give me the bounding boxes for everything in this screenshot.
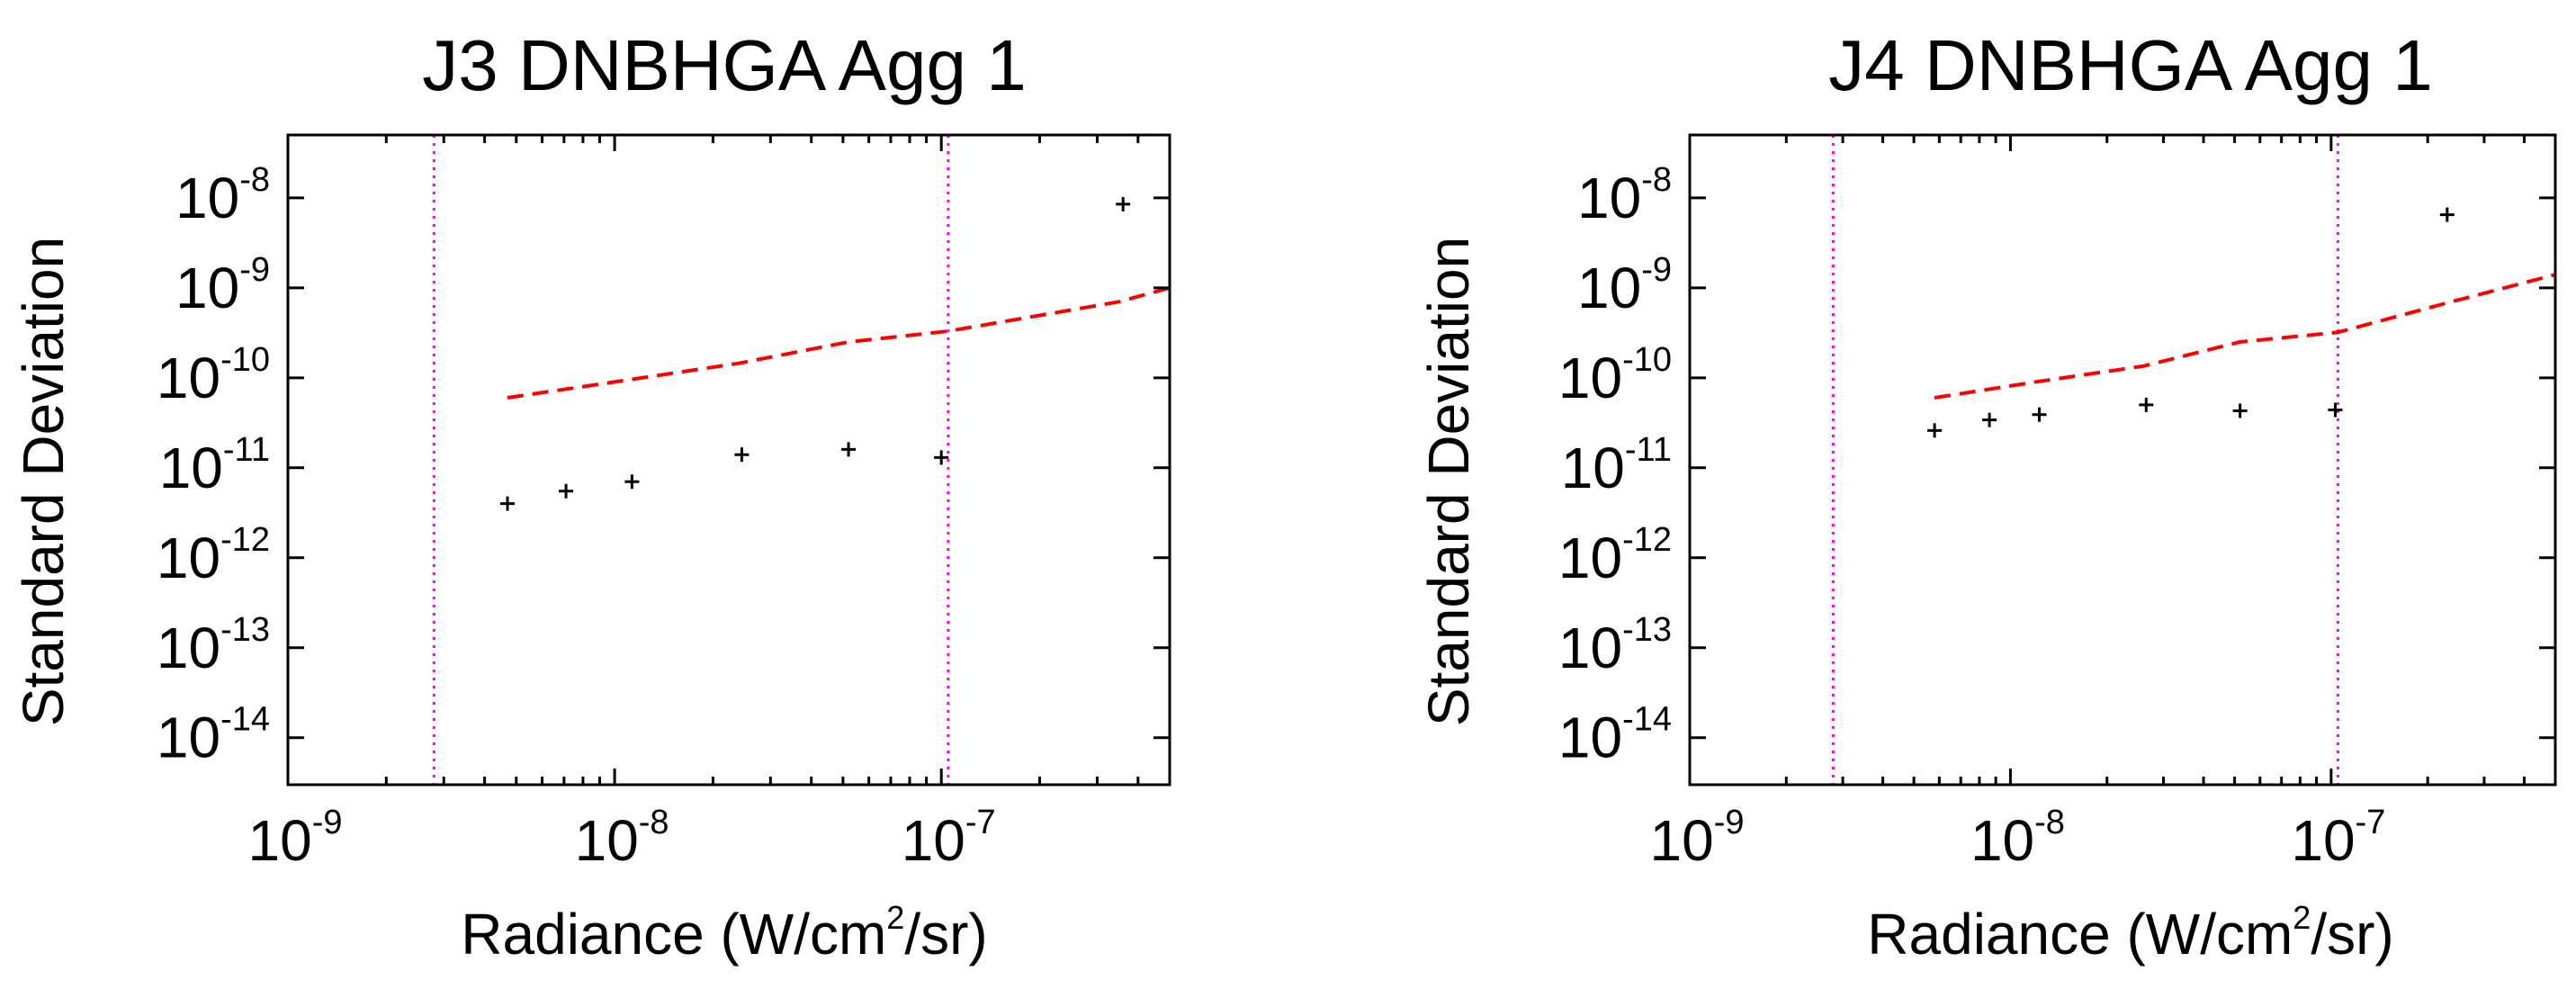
- x-axis-label-main: Radiance (W/cm: [461, 902, 886, 967]
- y-tick-label: 10-12: [1558, 521, 1672, 590]
- data-point: [734, 447, 749, 463]
- x-tick-label: 10-8: [575, 804, 669, 873]
- plot-frame: [286, 133, 1171, 787]
- y-tick-label: 10-8: [1577, 161, 1672, 230]
- y-tick-label: 10-10: [157, 341, 270, 410]
- y-tick-label: 10-8: [175, 161, 270, 230]
- x-axis-label-superscript: 2: [2293, 899, 2311, 936]
- x-tick-label: 10-9: [248, 804, 343, 873]
- x-tick-label: 10-9: [1650, 804, 1745, 873]
- y-tick-label: 10-11: [159, 431, 270, 500]
- chart-title: J3 DNBHGA Agg 1: [422, 25, 1026, 105]
- fit-line: [507, 285, 1170, 400]
- x-tick-label: 10-8: [1970, 804, 2065, 873]
- threshold-lines: [1831, 135, 2339, 785]
- data-point: [2232, 403, 2248, 418]
- tick-labels: 10-9 10-8 10-7 10-14 10-13 10-12 10-11 10-10 10-…: [1558, 161, 2385, 873]
- data-point: [841, 442, 857, 457]
- fit-line: [1934, 273, 2555, 400]
- data-point: [500, 496, 516, 511]
- y-tick-label: 10-13: [157, 611, 270, 680]
- x-axis-label: Radiance (W/cm2/sr): [461, 899, 987, 967]
- y-tick-label: 10-13: [1558, 611, 1672, 680]
- data-points: [500, 196, 1131, 511]
- data-point: [2139, 397, 2154, 412]
- data-point: [2328, 402, 2343, 418]
- x-axis-label-tail: /sr): [2311, 902, 2393, 967]
- y-axis-label: Standard Deviation: [11, 237, 76, 726]
- chart-title: J4 DNBHGA Agg 1: [1828, 25, 2432, 105]
- fit-lines: [1934, 273, 2555, 400]
- tick-labels: 10-9 10-8 10-7 10-14 10-13 10-12 10-11 10-10 10-…: [157, 161, 996, 873]
- data-points: [1927, 207, 2455, 438]
- data-point: [1927, 423, 1943, 438]
- x-axis-label: Radiance (W/cm2/sr): [1867, 899, 2393, 967]
- y-tick-label: 10-10: [1558, 341, 1672, 410]
- threshold-lines: [432, 135, 950, 785]
- y-axis-label: Standard Deviation: [1416, 237, 1481, 726]
- y-tick-label: 10-14: [1558, 701, 1672, 770]
- x-tick-label: 10-7: [902, 804, 996, 873]
- fit-lines: [507, 285, 1170, 400]
- y-tick-label: 10-9: [175, 251, 270, 320]
- chart-panel-j4: J4 DNBHGA Agg 1 Standard Deviation Radia…: [1416, 25, 2557, 967]
- data-point: [559, 483, 574, 499]
- y-tick-label: 10-14: [157, 701, 270, 770]
- data-point: [934, 450, 949, 465]
- y-tick-label: 10-12: [157, 521, 270, 590]
- y-tick-label: 10-9: [1577, 251, 1672, 320]
- data-point: [1982, 412, 1997, 427]
- plot-frame: [1688, 133, 2557, 787]
- data-point: [2032, 407, 2047, 422]
- data-point: [624, 474, 640, 490]
- x-axis-label-main: Radiance (W/cm: [1867, 902, 2293, 967]
- chart-panel-j3: J3 DNBHGA Agg 1 Standard Deviation Radia…: [11, 25, 1171, 967]
- x-axis-label-superscript: 2: [886, 899, 904, 936]
- x-tick-label: 10-7: [2291, 804, 2385, 873]
- y-tick-label: 10-11: [1561, 431, 1672, 500]
- x-axis-label-tail: /sr): [904, 902, 987, 967]
- data-point: [1116, 196, 1131, 211]
- data-point: [2439, 207, 2455, 222]
